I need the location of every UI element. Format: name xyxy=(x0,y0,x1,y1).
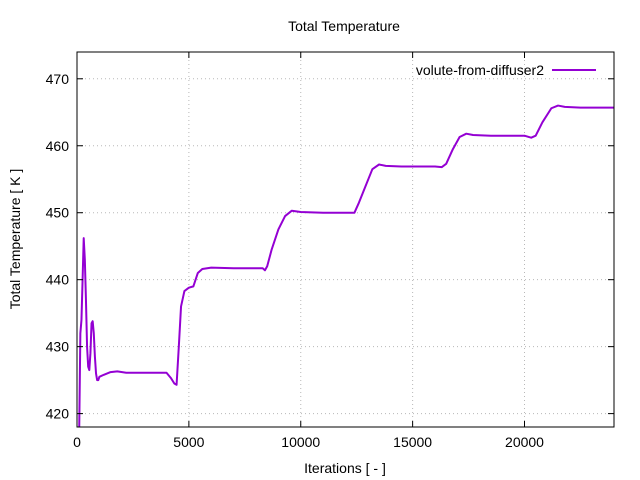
x-tick-label: 15000 xyxy=(393,434,432,450)
series-layer xyxy=(78,104,614,427)
x-tick-label: 20000 xyxy=(505,434,544,450)
legend: volute-from-diffuser2 xyxy=(416,62,596,78)
legend-label: volute-from-diffuser2 xyxy=(416,62,544,78)
ticks: 420 430 440 450 460 470 0 5000 10000 15000 20000 xyxy=(46,52,614,450)
grid xyxy=(76,52,614,427)
y-tick-label: 470 xyxy=(46,71,70,87)
y-tick-label: 430 xyxy=(46,339,70,355)
x-tick-label: 5000 xyxy=(173,434,204,450)
y-tick-label: 450 xyxy=(46,205,70,221)
x-tick-label: 10000 xyxy=(281,434,320,450)
y-tick-label: 440 xyxy=(46,272,70,288)
series-line xyxy=(78,104,614,427)
plot-frame xyxy=(76,51,615,428)
y-tick-label: 460 xyxy=(46,138,70,154)
y-tick-label: 420 xyxy=(46,406,70,422)
chart-title: Total Temperature xyxy=(288,18,400,34)
x-tick-label: 0 xyxy=(73,434,81,450)
x-axis-label: Iterations [ - ] xyxy=(304,460,386,476)
y-axis-label: Total Temperature [ K ] xyxy=(7,169,23,310)
